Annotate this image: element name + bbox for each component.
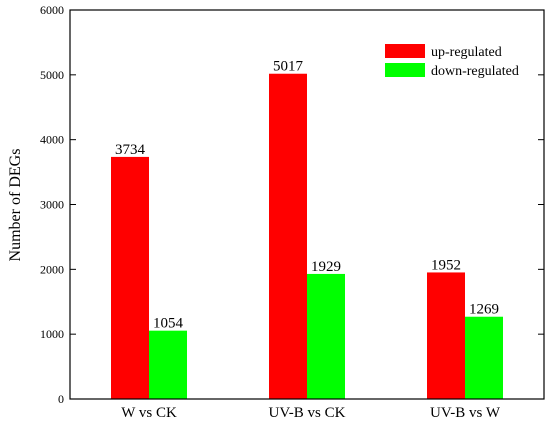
plot-frame [69, 9, 545, 400]
x-category-label: UV-B vs CK [269, 405, 346, 421]
x-category-label: W vs CK [121, 405, 177, 421]
y-tick-label: 0 [58, 392, 64, 406]
legend-swatch [385, 44, 425, 58]
data-label: 1054 [153, 316, 184, 332]
y-tick-label: 2000 [40, 262, 64, 276]
data-label: 1952 [431, 257, 461, 273]
data-label: 3734 [115, 142, 146, 158]
plot-area: 0 1000 2000 3000 4000 5000 6000 W vs CK 3734 1054… [40, 3, 545, 421]
y-tick-label: 5000 [40, 68, 64, 82]
legend-label: down-regulated [431, 64, 519, 79]
y-tick-label: 3000 [40, 198, 64, 212]
legend: up-regulated down-regulated [385, 44, 519, 79]
data-label: 1929 [311, 259, 341, 275]
bar-down-regulated [149, 330, 187, 399]
y-tick-label: 4000 [40, 133, 64, 147]
x-category-label: UV-B vs W [430, 405, 501, 421]
legend-label: up-regulated [431, 45, 502, 60]
legend-swatch [385, 63, 425, 77]
data-label: 5017 [273, 59, 304, 75]
y-axis-title: Number of DEGs [7, 149, 24, 262]
y-tick-label: 1000 [40, 327, 64, 341]
bar-down-regulated [465, 316, 503, 399]
bar-down-regulated [307, 273, 345, 399]
bar-up-regulated [111, 156, 149, 399]
y-tick-label: 6000 [40, 3, 64, 17]
data-label: 1269 [469, 302, 499, 318]
bar-up-regulated [427, 272, 465, 399]
bar-up-regulated [269, 73, 307, 399]
